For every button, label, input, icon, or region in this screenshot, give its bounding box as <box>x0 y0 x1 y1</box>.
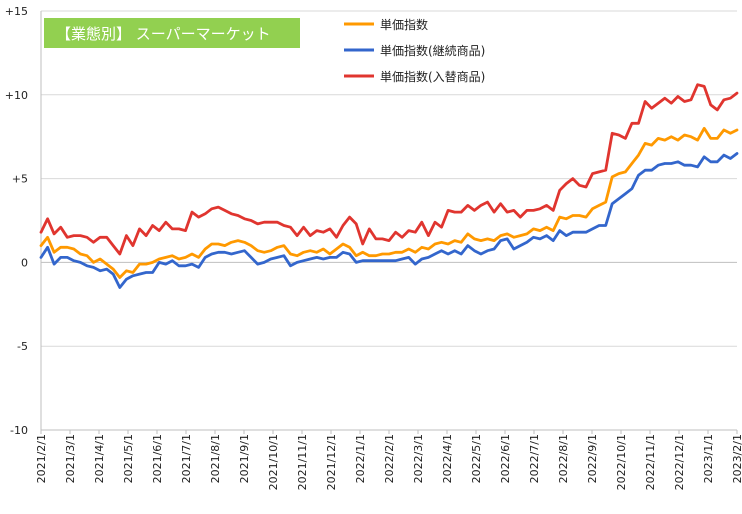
gridlines <box>41 10 737 347</box>
x-tick-label: 2022/8/1 <box>557 434 570 483</box>
x-tick-label: 2022/11/1 <box>644 434 657 490</box>
x-tick-label: 2022/4/1 <box>441 434 454 483</box>
x-tick-label: 2022/10/1 <box>615 434 628 490</box>
y-tick-label: 0 <box>21 256 28 269</box>
axes: -10 -5 0 +5 +10 +15 2021/2/1 2021/3/1 2021/4/1 20… <box>5 5 742 490</box>
legend-label: 単価指数(継続商品) <box>380 43 485 58</box>
legend-label: 単価指数(入替商品) <box>380 69 485 84</box>
y-tick-label: +5 <box>12 173 28 186</box>
series-line-2 <box>39 152 739 289</box>
x-tick-label: 2021/9/1 <box>238 434 251 483</box>
x-tick-label: 2023/2/1 <box>731 434 742 483</box>
y-tick-label: -10 <box>10 424 28 437</box>
x-tick-label: 2021/6/1 <box>151 434 164 483</box>
y-tick-label: -5 <box>17 340 28 353</box>
x-tick-label: 2021/3/1 <box>64 434 77 483</box>
x-tick-label: 2021/10/1 <box>267 434 280 490</box>
x-tick-label: 2022/1/1 <box>354 434 367 483</box>
x-tick-label: 2023/1/1 <box>702 434 715 483</box>
x-tick-label: 2021/8/1 <box>209 434 222 483</box>
x-tick-label: 2021/12/1 <box>325 434 338 490</box>
x-tick-label: 2021/4/1 <box>93 434 106 483</box>
x-tick-label: 2022/5/1 <box>470 434 483 483</box>
x-tick-label: 2022/3/1 <box>412 434 425 483</box>
x-tick-label: 2021/11/1 <box>296 434 309 490</box>
series-lines <box>39 83 739 289</box>
x-tick-label: 2021/5/1 <box>122 434 135 483</box>
x-tick-label: 2021/7/1 <box>180 434 193 483</box>
series-line-1 <box>39 126 739 279</box>
x-tick-label: 2022/2/1 <box>383 434 396 483</box>
y-tick-label: +15 <box>5 5 28 18</box>
legend-label: 単価指数 <box>380 17 428 32</box>
chart-title-background <box>44 18 300 48</box>
x-tick-label: 2022/6/1 <box>499 434 512 483</box>
x-tick-label: 2022/9/1 <box>586 434 599 483</box>
x-tick-label: 2022/12/1 <box>673 434 686 490</box>
chart-title-box: 【業態別】 スーパーマーケット <box>44 18 300 48</box>
series-line-3 <box>39 83 739 256</box>
chart-title: 【業態別】 スーパーマーケット <box>56 25 271 43</box>
y-tick-label: +10 <box>5 89 28 102</box>
x-tick-label: 2021/2/1 <box>35 434 48 483</box>
x-tick-label: 2022/7/1 <box>528 434 541 483</box>
